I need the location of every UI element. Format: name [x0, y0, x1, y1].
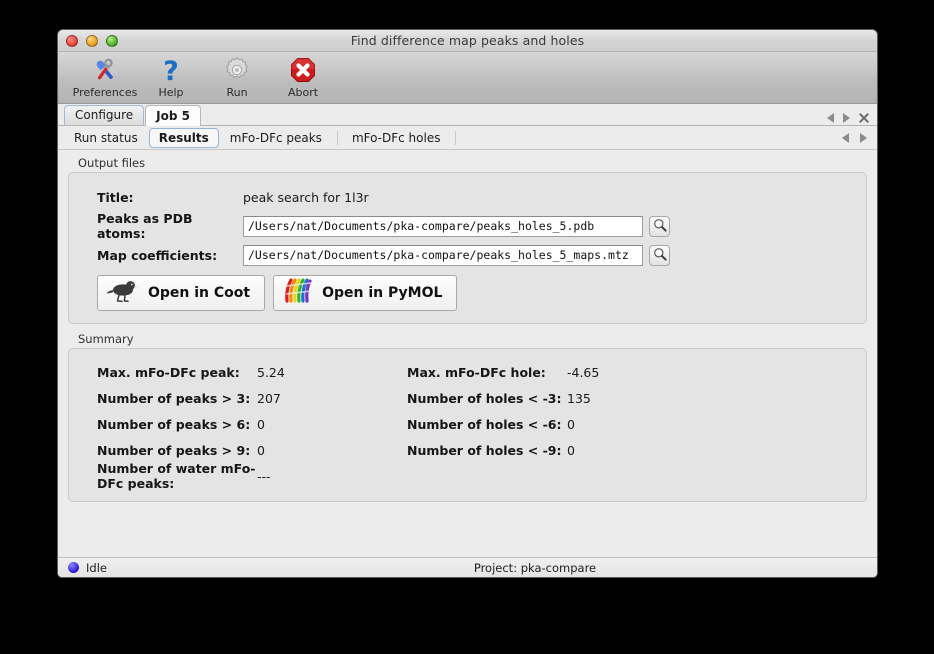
title-row: Title: peak search for 1l3r [83, 183, 852, 211]
status-bar: Idle Project: pka-compare [58, 557, 877, 577]
summary-row: 207 [257, 390, 281, 406]
toolbar-button-abort[interactable]: Abort [270, 54, 336, 99]
open-in-coot-label: Open in Coot [148, 285, 251, 301]
subtab-prev-icon[interactable] [842, 132, 849, 143]
main-toolbar: Preferences ? Help Run [58, 52, 877, 104]
window-titlebar: Find difference map peaks and holes [58, 30, 877, 52]
subtab-results[interactable]: Results [148, 127, 219, 148]
toolbar-label-preferences: Preferences [72, 86, 138, 99]
maximize-window-button[interactable] [106, 35, 118, 47]
tab-job-5[interactable]: Job 5 [145, 105, 201, 126]
summary-row: Number of holes < -3: [407, 390, 562, 406]
subtab-divider [336, 130, 338, 145]
mtz-path-input[interactable]: /Users/nat/Documents/pka-compare/peaks_h… [243, 244, 643, 266]
window-title: Find difference map peaks and holes [350, 33, 585, 48]
subtab-run-status[interactable]: Run status [74, 130, 138, 145]
minimize-window-button[interactable] [86, 35, 98, 47]
subtab-mfo-dfc-peaks[interactable]: mFo-DFc peaks [229, 130, 322, 145]
subtab-next-icon[interactable] [860, 132, 867, 143]
summary-row: 0 [567, 416, 575, 432]
pdb-label: Peaks as PDB atoms: [97, 211, 193, 241]
toolbar-button-run[interactable]: Run [204, 54, 270, 99]
summary-row: 0 [257, 416, 265, 432]
tools-icon [90, 55, 120, 85]
summary-row [567, 463, 852, 489]
summary-row: 135 [567, 390, 591, 406]
svg-text:?: ? [163, 56, 179, 85]
summary-row: 0 [257, 442, 265, 458]
main-tab-nav [827, 113, 877, 125]
title-label: Title: [97, 189, 134, 205]
project-label: Project: pka-compare [473, 560, 597, 575]
pdb-row: Peaks as PDB atoms: /Users/nat/Documents… [83, 211, 852, 241]
output-files-group-label: Output files [78, 156, 146, 170]
toolbar-button-preferences[interactable]: Preferences [72, 54, 138, 99]
summary-group-label: Summary [78, 332, 134, 346]
pdb-browse-button[interactable] [649, 215, 670, 237]
open-in-pymol-button[interactable]: Open in PyMOL [273, 275, 458, 311]
mtz-label: Map coefficients: [97, 247, 218, 263]
close-window-button[interactable] [66, 35, 78, 47]
coot-bird-icon [106, 278, 140, 308]
mtz-browse-button[interactable] [649, 244, 670, 266]
tab-close-icon[interactable] [859, 113, 869, 123]
open-in-coot-button[interactable]: Open in Coot [97, 275, 266, 311]
status-text: Idle [86, 560, 107, 575]
output-files-group: Output files Title: peak search for 1l3r… [68, 156, 867, 324]
open-in-pymol-label: Open in PyMOL [322, 285, 443, 301]
status-indicator-icon [68, 562, 79, 573]
subtab-divider-2 [455, 130, 457, 145]
summary-row: Number of peaks > 6: [97, 416, 251, 432]
summary-row: --- [257, 468, 271, 484]
tab-configure[interactable]: Configure [64, 105, 145, 125]
summary-grid: Max. mFo-DFc peak: 5.24 Max. mFo-DFc hol… [83, 359, 852, 492]
summary-row: Number of holes < -6: [407, 416, 562, 432]
mtz-row: Map coefficients: /Users/nat/Documents/p… [83, 241, 852, 269]
gear-icon [222, 55, 252, 85]
results-panel: Output files Title: peak search for 1l3r… [58, 150, 877, 557]
question-mark-icon: ? [156, 55, 186, 85]
summary-row: Number of holes < -9: [407, 442, 562, 458]
main-tab-bar: Configure Job 5 [58, 104, 877, 126]
output-files-frame: Title: peak search for 1l3r Peaks as PDB… [68, 172, 867, 324]
summary-row: -4.65 [567, 364, 600, 380]
toolbar-label-abort: Abort [287, 86, 319, 99]
pymol-ribbon-icon [282, 277, 314, 309]
summary-row: 5.24 [257, 364, 285, 380]
pdb-path-input[interactable]: /Users/nat/Documents/pka-compare/peaks_h… [243, 215, 643, 237]
tab-prev-icon[interactable] [827, 113, 834, 123]
summary-row: 0 [567, 442, 575, 458]
magnifier-icon [653, 217, 667, 236]
summary-row: Max. mFo-DFc peak: [97, 364, 240, 380]
magnifier-icon [653, 246, 667, 265]
application-window: Find difference map peaks and holes [57, 29, 878, 578]
summary-frame: Max. mFo-DFc peak: 5.24 Max. mFo-DFc hol… [68, 348, 867, 502]
stop-x-icon [288, 55, 318, 85]
tab-next-icon[interactable] [843, 113, 850, 123]
summary-row: Number of water mFo-DFc peaks: [97, 461, 256, 491]
toolbar-button-help[interactable]: ? Help [138, 54, 204, 99]
toolbar-label-run: Run [226, 86, 248, 99]
sub-tab-bar: Run status Results mFo-DFc peaks mFo-DFc… [58, 126, 877, 150]
summary-row: Number of peaks > 3: [97, 390, 251, 406]
viewer-buttons: Open in Coot [83, 269, 852, 311]
summary-group: Summary Max. mFo-DFc peak: 5.24 Max. mFo… [68, 332, 867, 502]
title-value: peak search for 1l3r [243, 189, 369, 205]
summary-row: Number of peaks > 9: [97, 442, 251, 458]
sub-tab-nav [842, 132, 877, 143]
toolbar-label-help: Help [158, 86, 184, 99]
summary-row [407, 463, 567, 489]
subtab-mfo-dfc-holes[interactable]: mFo-DFc holes [351, 130, 441, 145]
summary-row: Max. mFo-DFc hole: [407, 364, 546, 380]
